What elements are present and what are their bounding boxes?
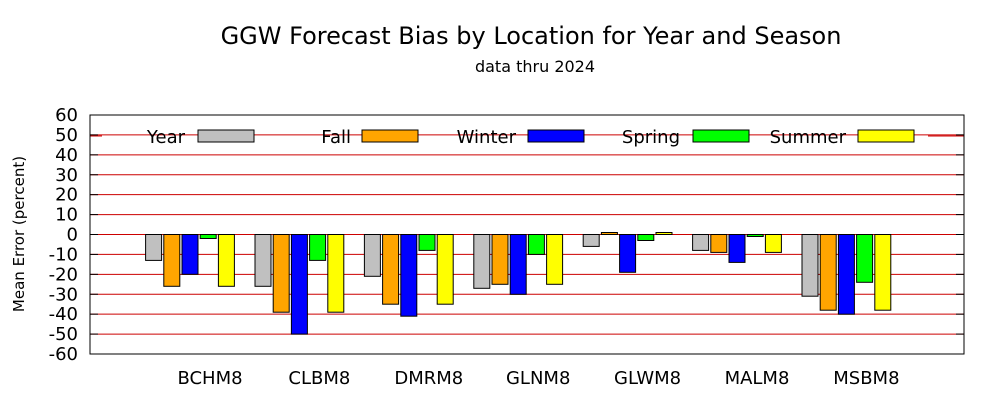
- legend-swatch: [857, 129, 915, 143]
- y-tick-label: -60: [49, 344, 78, 365]
- bar-spring-malm8: [746, 234, 764, 237]
- y-tick-label: 0: [67, 225, 78, 246]
- bar-spring-glnm8: [527, 234, 545, 255]
- bar-winter-clbm8: [290, 234, 308, 335]
- y-tick-label: 20: [55, 185, 78, 206]
- y-tick-label: -40: [49, 304, 78, 325]
- legend-label: Fall: [321, 127, 351, 148]
- legend-label: Summer: [770, 127, 847, 148]
- y-tick-label: 10: [55, 205, 78, 226]
- x-tick-label: BCHM8: [177, 368, 242, 389]
- legend: Year Fall Winter Spring Summer: [90, 127, 964, 148]
- bar-winter-dmrm8: [400, 234, 418, 317]
- bar-summer-dmrm8: [436, 234, 454, 305]
- bar-year-bchm8: [145, 234, 163, 261]
- y-tick-label: -20: [49, 264, 78, 285]
- x-tick-label: DMRM8: [394, 368, 463, 389]
- x-tick-label: GLNM8: [506, 368, 570, 389]
- bar-year-glnm8: [473, 234, 491, 289]
- legend-label: Winter: [457, 127, 517, 148]
- y-tick-label: 50: [55, 125, 78, 146]
- y-axis-label: Mean Error (percent): [10, 156, 28, 312]
- x-tick-label: GLWM8: [614, 368, 681, 389]
- x-tick-label: MALM8: [725, 368, 790, 389]
- bar-fall-malm8: [710, 234, 728, 253]
- bar-fall-dmrm8: [382, 234, 400, 305]
- bar-fall-msbm8: [819, 234, 837, 311]
- bar-fall-clbm8: [272, 234, 290, 313]
- bar-year-dmrm8: [363, 234, 381, 277]
- bar-spring-msbm8: [856, 234, 874, 283]
- bar-winter-glwm8: [619, 234, 637, 273]
- plot-frame: [89, 114, 965, 355]
- chart-subtitle: data thru 2024: [475, 57, 595, 76]
- bar-year-msbm8: [801, 234, 819, 297]
- legend-label: Year: [146, 127, 186, 148]
- y-tick-label: -50: [49, 324, 78, 345]
- bar-spring-dmrm8: [418, 234, 436, 251]
- legend-swatch: [361, 129, 419, 143]
- bar-winter-msbm8: [837, 234, 855, 315]
- gridlines: [90, 134, 964, 335]
- bar-summer-clbm8: [327, 234, 345, 313]
- y-tick-label: 30: [55, 165, 78, 186]
- bar-summer-glwm8: [655, 232, 673, 235]
- bar-fall-glnm8: [491, 234, 509, 285]
- bar-summer-glnm8: [546, 234, 564, 285]
- legend-swatch: [197, 129, 255, 143]
- bar-year-malm8: [692, 234, 710, 251]
- bar-winter-bchm8: [181, 234, 199, 275]
- bars: [145, 232, 892, 335]
- bar-winter-malm8: [728, 234, 746, 263]
- legend-swatch: [692, 129, 750, 143]
- bar-summer-bchm8: [217, 234, 235, 287]
- bar-year-clbm8: [254, 234, 272, 287]
- y-tick-label: -30: [49, 284, 78, 305]
- bar-summer-msbm8: [874, 234, 892, 311]
- y-tick-label: 40: [55, 145, 78, 166]
- y-tick-label: -10: [49, 244, 78, 265]
- bar-winter-glnm8: [509, 234, 527, 295]
- x-tick-label: MSBM8: [833, 368, 899, 389]
- bar-fall-bchm8: [163, 234, 181, 287]
- x-tick-label: CLBM8: [288, 368, 350, 389]
- bar-summer-malm8: [764, 234, 782, 253]
- bar-year-glwm8: [582, 234, 600, 247]
- chart-title: GGW Forecast Bias by Location for Year a…: [221, 22, 842, 50]
- legend-label: Spring: [622, 127, 680, 148]
- legend-swatch: [527, 129, 585, 143]
- bar-spring-glwm8: [637, 234, 655, 241]
- bar-spring-bchm8: [199, 234, 217, 239]
- y-tick-label: 60: [55, 105, 78, 126]
- bar-fall-glwm8: [600, 232, 618, 235]
- bar-spring-clbm8: [309, 234, 327, 261]
